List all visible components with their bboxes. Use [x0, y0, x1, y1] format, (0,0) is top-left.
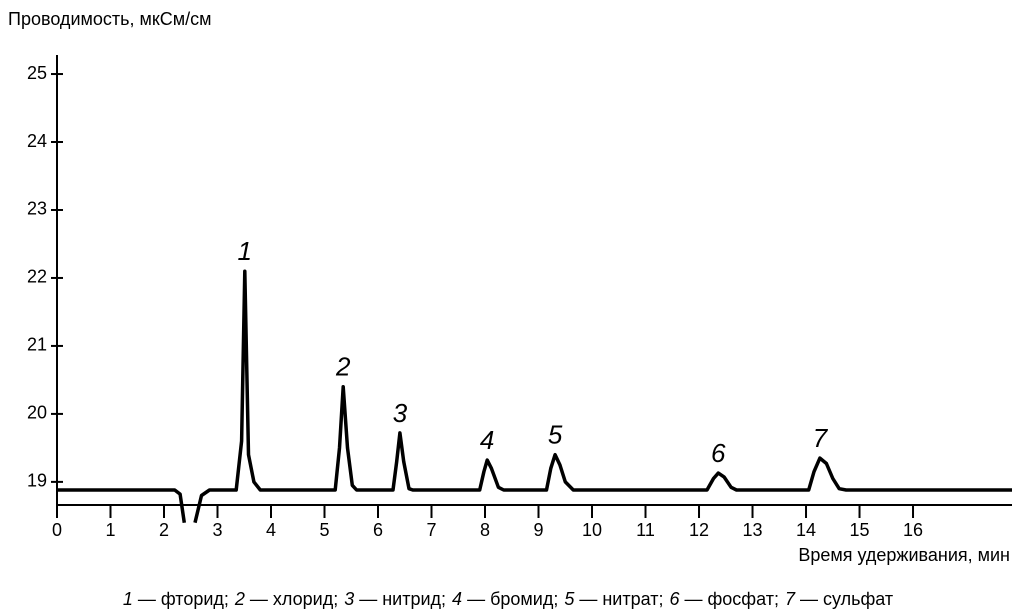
caption: 1— фторид; 2— хлорид; 3— нитрид; 4— бромид;… — [123, 589, 893, 609]
peak-label: 6 — [711, 438, 726, 468]
y-tick-label: 22 — [27, 267, 47, 287]
caption-text: — фосфат; — [684, 589, 779, 609]
caption-key: 5 — [564, 589, 575, 609]
y-axis-label: Проводимость, мкСм/см — [8, 9, 212, 29]
trace — [57, 269, 1012, 524]
y-tick-label: 24 — [27, 131, 47, 151]
x-tick-label: 14 — [796, 520, 816, 540]
y-tick-label: 23 — [27, 199, 47, 219]
caption-key: 6 — [669, 589, 680, 609]
x-tick-label: 11 — [636, 520, 655, 540]
caption-key: 4 — [452, 589, 462, 609]
x-tick-label: 2 — [159, 520, 169, 540]
caption-text: — фторид; — [138, 589, 229, 609]
x-tick-label: 16 — [903, 520, 923, 540]
caption-text: — сульфат — [800, 589, 893, 609]
peak-label: 3 — [393, 398, 408, 428]
caption-key: 1 — [123, 589, 133, 609]
caption-text: — хлорид; — [250, 589, 338, 609]
y-tick-label: 19 — [27, 471, 47, 491]
caption-text: — нитрат; — [579, 589, 663, 609]
caption-key: 7 — [785, 589, 796, 609]
x-tick-label: 13 — [743, 520, 763, 540]
peak-label: 7 — [813, 423, 829, 453]
peak-label: 2 — [335, 352, 351, 382]
x-tick-label: 8 — [480, 520, 490, 540]
y-tick-label: 21 — [27, 335, 47, 355]
x-tick-label: 1 — [105, 520, 115, 540]
peak-label: 4 — [480, 425, 494, 455]
x-tick-label: 12 — [689, 520, 709, 540]
x-tick-label: 7 — [427, 520, 437, 540]
caption-text: — нитрид; — [359, 589, 446, 609]
y-tick-label: 25 — [27, 63, 47, 83]
caption-key: 3 — [344, 589, 354, 609]
x-tick-label: 3 — [212, 520, 222, 540]
x-tick-label: 10 — [582, 520, 602, 540]
y-tick-label: 20 — [27, 403, 47, 423]
x-tick-label: 5 — [319, 520, 329, 540]
x-tick-label: 15 — [850, 520, 870, 540]
x-axis-label: Время удерживания, мин — [798, 545, 1010, 565]
caption-key: 2 — [234, 589, 245, 609]
peak-label: 1 — [238, 236, 252, 266]
x-tick-label: 0 — [52, 520, 62, 540]
peak-label: 5 — [548, 420, 563, 450]
x-tick-label: 9 — [534, 520, 544, 540]
x-tick-label: 4 — [266, 520, 276, 540]
x-tick-label: 6 — [373, 520, 383, 540]
caption-text: — бромид; — [467, 589, 558, 609]
